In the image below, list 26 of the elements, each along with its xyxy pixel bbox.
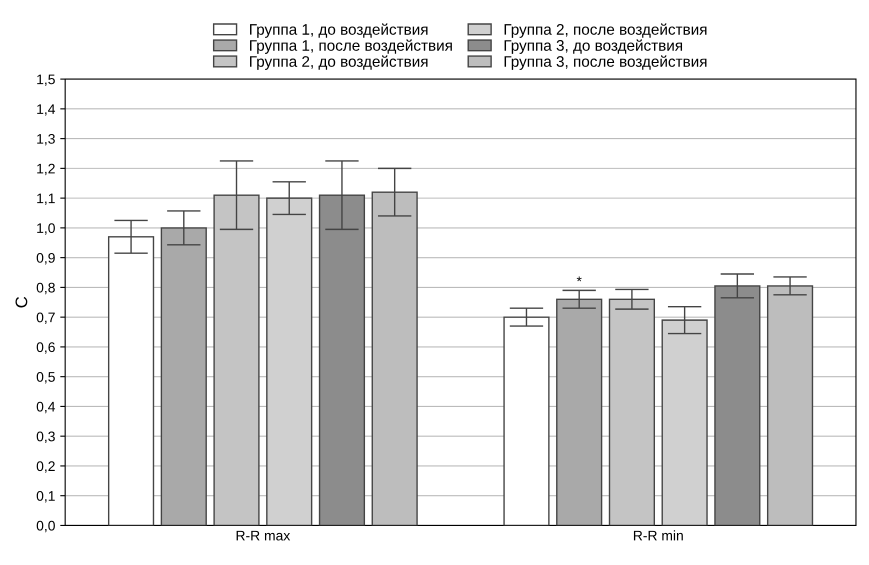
- legend-label: Группа 1, после воздействия: [250, 39, 452, 54]
- y-tick-label: 1,1: [37, 194, 55, 205]
- x-tick-label: R-R min: [634, 530, 683, 540]
- y-tick-label: 1,0: [37, 223, 55, 235]
- y-tick-label: 1,5: [37, 74, 55, 86]
- y-tick-label: 0,3: [36, 432, 55, 443]
- y-tick-label: 0,9: [36, 252, 55, 264]
- y-tick-label: 0,7: [36, 312, 55, 324]
- data-label: *: [576, 276, 582, 282]
- y-tick-label: 1,3: [37, 134, 55, 146]
- legend-label: Группа 2, после воздействия: [504, 23, 706, 38]
- y-tick-label: 0,6: [36, 342, 55, 354]
- y-axis-title: С: [15, 296, 28, 308]
- y-tick-label: 1,2: [37, 164, 55, 176]
- y-tick-label: 0,8: [36, 282, 55, 294]
- legend-label: Группа 2, до воздействия: [250, 55, 428, 70]
- y-tick-label: 0,4: [36, 402, 56, 414]
- y-tick-label: 0,2: [36, 461, 55, 473]
- y-tick-label: 0,5: [36, 372, 55, 384]
- legend-label: Группа 3, после воздействия: [504, 55, 706, 70]
- x-tick-label: R-R max: [236, 530, 290, 541]
- y-tick-label: 0,0: [36, 520, 55, 532]
- y-tick-label: 1,4: [37, 104, 56, 116]
- y-tick-label: 0,1: [36, 491, 55, 503]
- legend-label: Группа 3, до воздействия: [504, 39, 682, 54]
- legend-label: Группа 1, до воздействия: [250, 23, 428, 38]
